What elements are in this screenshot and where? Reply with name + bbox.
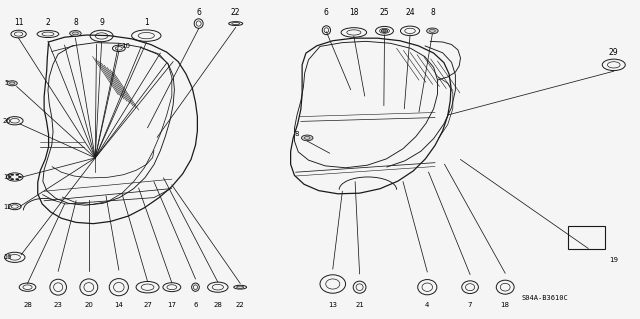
Text: 11: 11 xyxy=(14,18,23,27)
Text: 8: 8 xyxy=(73,18,78,27)
Text: 18: 18 xyxy=(500,302,509,308)
Text: 6: 6 xyxy=(196,8,201,17)
Circle shape xyxy=(18,176,22,178)
Text: 20: 20 xyxy=(84,302,93,308)
Text: 10: 10 xyxy=(122,43,131,49)
Circle shape xyxy=(10,174,14,176)
Text: 19: 19 xyxy=(609,256,618,263)
Text: 14: 14 xyxy=(115,302,124,308)
Text: 13: 13 xyxy=(328,302,337,308)
Text: 23: 23 xyxy=(54,302,63,308)
Text: 16: 16 xyxy=(3,254,12,260)
Text: 17: 17 xyxy=(167,302,177,308)
Text: 4: 4 xyxy=(425,302,429,308)
Text: 29: 29 xyxy=(609,48,619,57)
Circle shape xyxy=(427,28,438,34)
Circle shape xyxy=(7,81,17,86)
Circle shape xyxy=(15,178,19,180)
Text: 9: 9 xyxy=(99,18,104,27)
Text: 2: 2 xyxy=(45,18,51,27)
Text: 12: 12 xyxy=(3,204,12,210)
Circle shape xyxy=(15,174,19,176)
Text: 22: 22 xyxy=(231,8,241,17)
Circle shape xyxy=(301,135,313,141)
Text: 6: 6 xyxy=(193,302,198,308)
Text: 24: 24 xyxy=(405,8,415,17)
Text: 22: 22 xyxy=(236,302,244,308)
Text: 8: 8 xyxy=(430,8,435,17)
Circle shape xyxy=(381,29,388,33)
Text: 5: 5 xyxy=(5,80,9,86)
Text: 7: 7 xyxy=(468,302,472,308)
Circle shape xyxy=(8,176,12,178)
Text: 27: 27 xyxy=(143,302,152,308)
Text: 21: 21 xyxy=(355,302,364,308)
Text: 6: 6 xyxy=(324,8,329,17)
Circle shape xyxy=(70,31,81,36)
Text: 8: 8 xyxy=(295,131,300,137)
Text: 26: 26 xyxy=(3,118,12,124)
Circle shape xyxy=(10,178,14,180)
Text: S04A-B3610C: S04A-B3610C xyxy=(521,295,568,301)
Text: 18: 18 xyxy=(349,8,358,17)
Text: 28: 28 xyxy=(23,302,32,308)
Text: 15: 15 xyxy=(3,174,12,180)
Text: 28: 28 xyxy=(213,302,222,308)
Text: 1: 1 xyxy=(144,18,148,27)
Text: 25: 25 xyxy=(380,8,389,17)
